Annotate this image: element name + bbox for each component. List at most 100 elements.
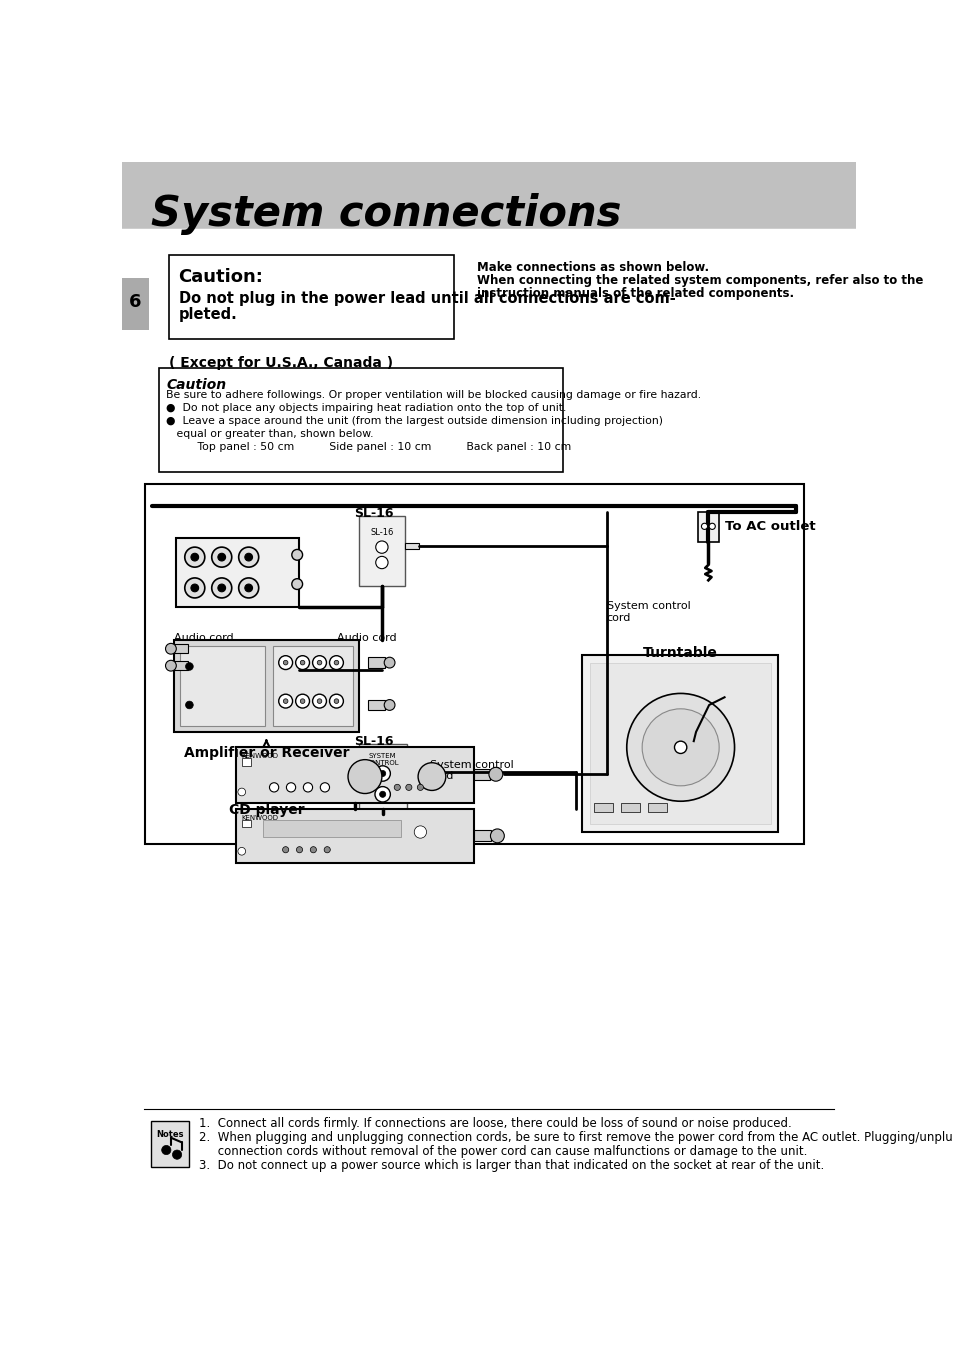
Bar <box>589 662 770 824</box>
Circle shape <box>334 698 338 704</box>
Circle shape <box>375 786 390 802</box>
Bar <box>235 747 474 802</box>
Bar <box>647 802 666 812</box>
Text: Do not plug in the power lead until all connections are com-: Do not plug in the power lead until all … <box>178 292 675 307</box>
Circle shape <box>490 830 504 843</box>
Bar <box>235 809 474 863</box>
Circle shape <box>217 554 225 561</box>
Bar <box>474 831 491 842</box>
Circle shape <box>191 554 198 561</box>
Circle shape <box>238 578 258 598</box>
Bar <box>368 657 385 667</box>
Circle shape <box>303 782 313 792</box>
Bar <box>406 769 425 775</box>
Circle shape <box>329 655 343 670</box>
Circle shape <box>295 655 309 670</box>
Text: Make connections as shown below.: Make connections as shown below. <box>476 261 709 274</box>
Circle shape <box>317 661 321 665</box>
Bar <box>368 700 385 711</box>
Circle shape <box>417 763 445 790</box>
Circle shape <box>283 661 288 665</box>
Circle shape <box>185 701 193 709</box>
Bar <box>241 758 251 766</box>
Circle shape <box>348 759 381 793</box>
Text: Caution: Caution <box>166 378 226 392</box>
Text: 6: 6 <box>129 293 142 311</box>
Circle shape <box>313 694 326 708</box>
Text: Top panel : 50 cm          Side panel : 10 cm          Back panel : 10 cm: Top panel : 50 cm Side panel : 10 cm Bac… <box>166 442 571 451</box>
Circle shape <box>237 847 245 855</box>
Text: SL-16: SL-16 <box>355 507 394 520</box>
Circle shape <box>488 767 502 781</box>
Circle shape <box>329 694 343 708</box>
Circle shape <box>172 1150 181 1159</box>
Bar <box>121 162 856 230</box>
Bar <box>151 1121 190 1167</box>
Bar <box>241 820 251 827</box>
Text: Caution:: Caution: <box>178 269 263 286</box>
Text: 3.  Do not connect up a power source which is larger than that indicated on the : 3. Do not connect up a power source whic… <box>198 1159 823 1171</box>
Circle shape <box>278 655 293 670</box>
Circle shape <box>375 557 388 569</box>
Text: SL-16: SL-16 <box>370 528 394 536</box>
Circle shape <box>166 643 176 654</box>
Circle shape <box>237 788 245 796</box>
Bar <box>358 744 406 813</box>
Bar <box>173 661 188 670</box>
Circle shape <box>384 700 395 711</box>
Circle shape <box>384 657 395 667</box>
Circle shape <box>375 766 390 781</box>
Text: SL-16: SL-16 <box>355 735 394 748</box>
Bar <box>170 254 454 339</box>
Text: ●  Leave a space around the unit (from the largest outside dimension including p: ● Leave a space around the unit (from th… <box>166 416 662 426</box>
Circle shape <box>708 523 715 530</box>
Circle shape <box>379 792 385 797</box>
Bar <box>474 769 489 780</box>
Circle shape <box>375 540 388 554</box>
Text: Amplifier or Receiver: Amplifier or Receiver <box>183 740 349 761</box>
Bar <box>121 277 150 330</box>
Circle shape <box>295 694 309 708</box>
Circle shape <box>283 698 288 704</box>
Text: Audio cord: Audio cord <box>173 634 233 643</box>
Circle shape <box>212 578 232 598</box>
Circle shape <box>416 785 423 790</box>
Circle shape <box>296 847 302 852</box>
Text: Audio cord: Audio cord <box>336 634 396 643</box>
Circle shape <box>700 523 707 530</box>
Text: To AC outlet: To AC outlet <box>723 520 814 534</box>
Circle shape <box>313 655 326 670</box>
Circle shape <box>286 782 295 792</box>
Bar <box>581 655 778 832</box>
Circle shape <box>394 785 400 790</box>
Circle shape <box>217 584 225 592</box>
Text: pleted.: pleted. <box>178 307 237 322</box>
Circle shape <box>674 742 686 754</box>
Text: When connecting the related system components, refer also to the: When connecting the related system compo… <box>476 274 923 286</box>
Text: System control
cord: System control cord <box>429 759 513 781</box>
Text: 1.  Connect all cords firmly. If connections are loose, there could be loss of s: 1. Connect all cords firmly. If connecti… <box>198 1117 791 1129</box>
Bar <box>593 802 612 812</box>
Text: Be sure to adhere followings. Or proper ventilation will be blocked causing dama: Be sure to adhere followings. Or proper … <box>166 390 700 400</box>
Bar <box>406 789 425 794</box>
Circle shape <box>185 662 193 670</box>
Circle shape <box>185 547 205 567</box>
Text: System connections: System connections <box>151 193 620 235</box>
Circle shape <box>292 550 302 561</box>
Circle shape <box>191 584 198 592</box>
Circle shape <box>292 578 302 589</box>
Bar <box>175 538 298 607</box>
Text: connection cords without removal of the power cord can cause malfunctions or dam: connection cords without removal of the … <box>198 1144 806 1158</box>
Circle shape <box>278 694 293 708</box>
Bar <box>358 516 405 585</box>
Circle shape <box>626 693 734 801</box>
Bar <box>262 820 400 836</box>
Circle shape <box>282 847 289 852</box>
Circle shape <box>300 698 305 704</box>
Text: 2.  When plugging and unplugging connection cords, be sure to first remove the p: 2. When plugging and unplugging connecti… <box>198 1131 953 1144</box>
Text: ( Except for U.S.A., Canada ): ( Except for U.S.A., Canada ) <box>170 357 393 370</box>
Bar <box>273 646 353 725</box>
Circle shape <box>310 847 316 852</box>
Circle shape <box>185 578 205 598</box>
Circle shape <box>238 547 258 567</box>
